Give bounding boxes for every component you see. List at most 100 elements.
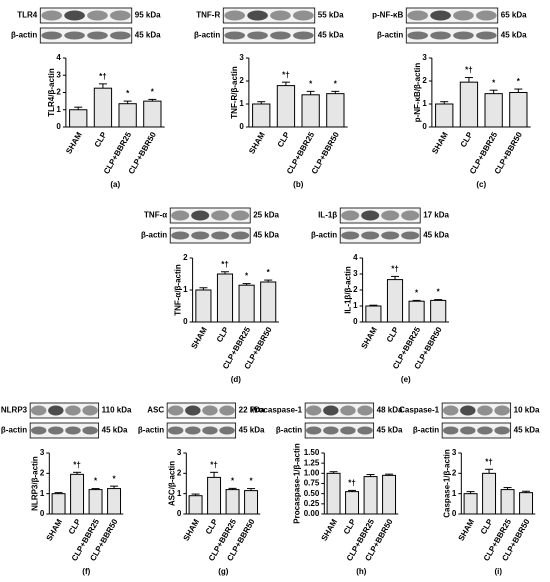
y-tick-label: 3 xyxy=(56,70,61,79)
significance-marker: * xyxy=(94,477,98,486)
blot-band xyxy=(231,231,250,240)
blot-strip xyxy=(29,422,100,439)
significance-marker: * xyxy=(231,476,235,485)
blot-band xyxy=(361,210,380,221)
y-tick-label: 1.00 xyxy=(304,468,320,477)
blot-label: β-actin xyxy=(11,31,37,40)
blot-band xyxy=(477,426,493,435)
blot-label: NLRP3 xyxy=(1,406,28,415)
y-tick-label: 0 xyxy=(56,122,61,131)
y-tick-label: 0.25 xyxy=(304,499,320,508)
bar xyxy=(500,489,515,515)
blot-kda: 55 kDa xyxy=(318,11,344,20)
panel-label: (i) xyxy=(495,567,503,576)
blot-band xyxy=(224,31,245,40)
blot-band xyxy=(87,31,108,40)
blot-band xyxy=(30,405,47,416)
x-tick-label: SHAM xyxy=(189,325,209,350)
bar xyxy=(519,492,534,515)
y-tick-label: 1 xyxy=(422,99,427,108)
blot-band xyxy=(185,426,201,435)
blot-strip xyxy=(222,27,316,44)
x-tick-label: CLP xyxy=(93,130,109,149)
blot-strip xyxy=(441,422,512,439)
y-tick-label: 1 xyxy=(239,99,244,108)
blot-band xyxy=(87,10,108,21)
blot-kda: 45 kDa xyxy=(318,31,344,40)
blot-kda: 95 kDa xyxy=(135,11,161,20)
y-tick-label: 1 xyxy=(183,285,188,294)
significance-marker: * xyxy=(492,78,496,87)
significance-marker: *† xyxy=(485,457,493,466)
blot-strip xyxy=(29,402,100,419)
blot-band xyxy=(219,405,235,416)
blot-band xyxy=(64,10,85,21)
y-tick-label: 3 xyxy=(40,448,45,457)
x-tick-label: CLP xyxy=(67,517,83,536)
blot-band xyxy=(460,405,476,416)
panel-label: (e) xyxy=(401,375,411,384)
blot-label: TLR4 xyxy=(17,11,38,20)
y-tick-label: 0 xyxy=(183,317,188,326)
bar xyxy=(238,284,255,323)
blot-band xyxy=(323,405,339,416)
blot-band xyxy=(407,31,428,40)
blot-band xyxy=(231,210,250,221)
y-tick-label: 0 xyxy=(40,509,45,518)
panel-label: (c) xyxy=(476,180,486,189)
blot-band xyxy=(494,426,510,435)
blot-strip xyxy=(339,227,421,244)
significance-marker: * xyxy=(517,77,521,86)
significance-marker: *† xyxy=(465,66,473,75)
y-tick-label: 0.75 xyxy=(304,479,320,488)
y-tick-label: 2 xyxy=(40,468,45,477)
blot-band xyxy=(460,426,476,435)
blot-band xyxy=(41,10,62,21)
blot-kda: 17 kDa xyxy=(423,211,449,220)
x-tick-label: SHAM xyxy=(45,517,65,542)
blot-band xyxy=(401,210,420,221)
blot-strip xyxy=(441,402,512,419)
panel-label: (h) xyxy=(356,567,367,576)
y-tick-label: 3 xyxy=(452,448,457,457)
y-tick-label: 3 xyxy=(177,448,182,457)
blot-kda: 45 kDa xyxy=(514,426,540,435)
blot-strip xyxy=(405,27,499,44)
significance-marker: * xyxy=(126,89,130,98)
blot-band xyxy=(48,405,64,416)
blot-band xyxy=(202,405,218,416)
x-tick-label: CLP xyxy=(204,517,220,536)
blot-band xyxy=(64,31,85,40)
blot-band xyxy=(340,426,356,435)
blot-kda: 45 kDa xyxy=(102,426,128,435)
y-axis-label: p-NF-κB/β-actin xyxy=(413,63,422,123)
blot-kda: 45 kDa xyxy=(135,31,161,40)
significance-marker: *† xyxy=(348,479,356,488)
blot-band xyxy=(323,426,339,435)
y-axis-label: TNF-α/β-actin xyxy=(174,264,183,316)
y-tick-label: 0.50 xyxy=(304,489,320,498)
blot-label: IL-1β xyxy=(318,211,337,220)
blot-kda: 45 kDa xyxy=(423,231,449,240)
blot-band xyxy=(167,426,184,435)
x-tick-label: SHAM xyxy=(64,130,84,155)
x-tick-label: SHAM xyxy=(320,517,340,542)
x-tick-label: SHAM xyxy=(182,517,202,542)
bar xyxy=(345,491,360,515)
x-tick-label: SHAM xyxy=(430,130,450,155)
y-tick-label: 0.00 xyxy=(304,509,320,518)
blot-band xyxy=(30,426,47,435)
blot-label: β-actin xyxy=(276,426,302,435)
bar xyxy=(51,493,66,515)
blot-kda: 48 kDa xyxy=(377,406,403,415)
y-tick-label: 0 xyxy=(177,509,182,518)
blot-band xyxy=(167,405,184,416)
y-axis-label: IL-1β/β-actin xyxy=(344,266,353,314)
y-tick-label: 2 xyxy=(353,285,358,294)
panel-label: (f) xyxy=(82,567,90,576)
y-axis-label: Procaspase-1/β-actin xyxy=(292,443,301,524)
bar xyxy=(482,472,497,515)
blot-band xyxy=(453,10,474,21)
bar xyxy=(244,490,259,515)
panel-label: (g) xyxy=(218,567,229,576)
